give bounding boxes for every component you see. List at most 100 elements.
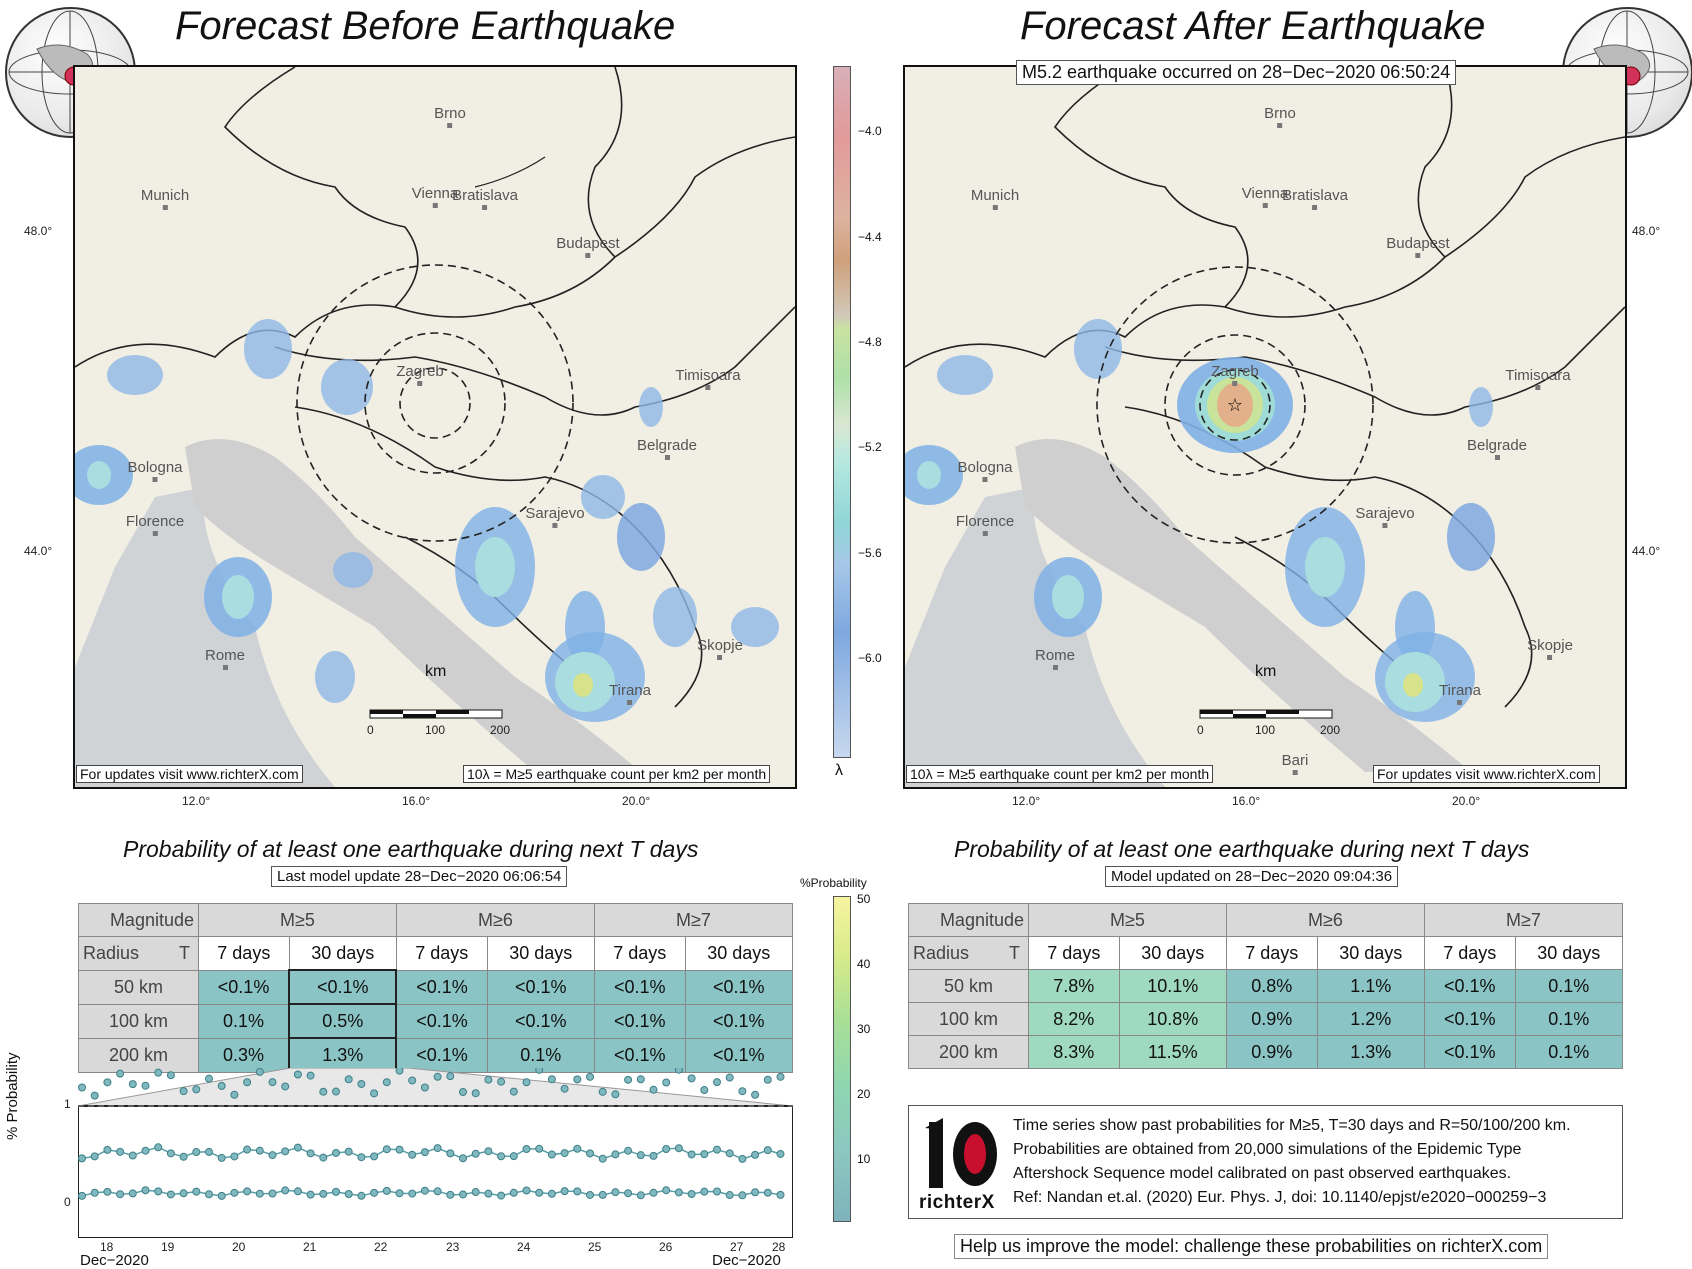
ts-xtick: 27 [730,1240,744,1254]
ts-point [598,1087,607,1096]
probability-cell: <0.1% [198,969,290,1005]
ts-point [573,1075,582,1084]
ts-point [751,1150,760,1159]
period-header: 30 days [486,936,595,971]
city-timisoara: Timisoara [1505,367,1570,390]
table-row: 200 km 8.3% 11.5% 0.9% 1.3% <0.1% 0.1% [908,1035,1624,1069]
city-rome: Rome [1035,647,1075,670]
ts-point [497,1077,506,1086]
ts-point [179,1189,188,1198]
ts-point [179,1087,188,1096]
ts-point [674,1144,683,1153]
ts-point [268,1078,277,1087]
probability-cell: 0.3% [198,1037,290,1073]
ts-point [598,1154,607,1163]
left-prob-title: Probability of at least one earthquake d… [123,836,699,862]
lambda-tick-6: −6.0 [858,651,882,665]
scale-tick-0: 0 [1197,723,1204,737]
info-line: Probabilities are obtained from 20,000 s… [1013,1141,1522,1158]
ts-point [382,1186,391,1195]
ts-point [230,1090,239,1099]
city-florence: Florence [126,513,184,536]
ts-point [687,1074,696,1083]
scale-tick-200: 200 [490,723,511,737]
ts-point [217,1081,226,1090]
ts-x-axis: 18 19 20 21 22 23 24 25 26 27 28 [78,1240,793,1254]
ts-point [293,1070,302,1079]
ts-point [255,1146,264,1155]
ts-point [687,1190,696,1199]
lambda-tick-5: −5.6 [858,546,882,560]
probability-cell: 11.5% [1118,1035,1227,1069]
ts-point [459,1190,467,1199]
ts-point [624,1189,633,1198]
footer-link[interactable]: Help us improve the model: challenge the… [954,1234,1549,1259]
ts-point [509,1087,518,1096]
ts-point [636,1075,645,1084]
ts-point [662,1186,671,1195]
period-header: 30 days [1118,936,1227,970]
ts-point [624,1146,633,1155]
ts-point [687,1150,696,1159]
ts-point [713,1187,721,1196]
ts-point [103,1145,112,1154]
ts-point [751,1188,760,1197]
ts-point [446,1149,455,1158]
ts-point [128,1151,137,1160]
city-belgrade: Belgrade [1467,437,1527,460]
ts-point [560,1149,569,1158]
magnitude-header: M≥7 [1423,903,1624,937]
ts-point [420,1186,429,1195]
corner-magnitude: Magnitude [908,903,1029,937]
ts-point [116,1147,125,1156]
city-bari: Bari [1282,752,1309,775]
city-timisoara: Timisoara [675,367,740,390]
event-label: M5.2 earthquake occurred on 28−Dec−2020 … [1016,60,1457,85]
ts-point [90,1091,99,1100]
city-bologna: Bologna [957,459,1012,482]
brand-name: richterX [919,1192,995,1213]
ts-point [636,1151,645,1160]
probability-cell: 10.8% [1118,1002,1227,1036]
ts-point [713,1078,721,1087]
ts-point [395,1145,404,1154]
probability-cell: 1.3% [1316,1035,1425,1069]
probability-cell: <0.1% [593,969,686,1005]
probability-cell: 0.1% [1514,1035,1624,1069]
city-munich: Munich [141,187,189,210]
city-bologna: Bologna [127,459,182,482]
lon-tick-20-left: 20.0° [622,794,651,808]
map-note-updates: For updates visit www.richterX.com [1373,765,1600,783]
probability-cell: 8.2% [1028,1002,1120,1036]
lat-tick-48-left: 48.0° [24,224,53,238]
ts-point [408,1076,417,1085]
lambda-tick-1: −4.0 [858,124,882,138]
ts-point [547,1189,556,1198]
map-note-lambda: 10λ = M≥5 earthquake count per km2 per m… [906,765,1214,783]
ts-point [649,1151,658,1160]
probability-cell: <0.1% [486,1003,595,1039]
ts-point [357,1191,366,1200]
city-vienna: Vienna [1242,185,1288,208]
ts-point [90,1188,99,1197]
scale-tick-100: 100 [425,723,446,737]
radius-label: 100 km [908,1002,1029,1036]
ts-point [522,1145,531,1154]
probability-cell: 0.5% [288,1003,398,1039]
period-header: 30 days [288,936,397,971]
ts-point [624,1075,633,1084]
right-probability-table: Magnitude M≥5 M≥6 M≥7 Radius T 7 days 30 … [908,903,1624,1069]
ts-point [776,1072,785,1081]
ts-point [166,1071,175,1080]
city-bratislava: Bratislava [1282,187,1348,210]
ts-point [611,1188,620,1197]
ts-point [738,1154,747,1163]
ts-point [128,1080,137,1089]
city-sarajevo: Sarajevo [525,505,584,528]
ts-xtick: 24 [517,1240,531,1254]
city-rome: Rome [205,647,245,670]
ts-point [725,1073,734,1082]
city-munich: Munich [971,187,1019,210]
ts-point [192,1148,201,1157]
ts-point [344,1147,353,1156]
